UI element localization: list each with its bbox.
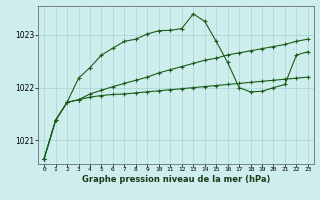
X-axis label: Graphe pression niveau de la mer (hPa): Graphe pression niveau de la mer (hPa) <box>82 175 270 184</box>
